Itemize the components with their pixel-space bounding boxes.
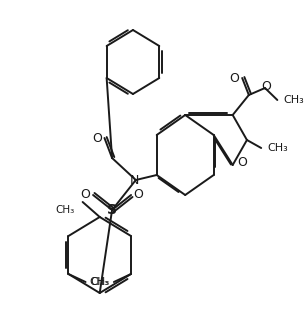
Text: CH₃: CH₃ xyxy=(91,277,110,287)
Text: O: O xyxy=(92,132,102,144)
Text: O: O xyxy=(237,156,247,169)
Text: O: O xyxy=(261,80,271,93)
Text: CH₃: CH₃ xyxy=(89,277,109,287)
Text: S: S xyxy=(107,203,117,217)
Text: N: N xyxy=(130,174,140,186)
Text: CH₃: CH₃ xyxy=(267,143,288,153)
Text: CH₃: CH₃ xyxy=(56,205,75,215)
Text: O: O xyxy=(230,72,239,85)
Text: O: O xyxy=(134,189,144,202)
Text: O: O xyxy=(81,189,90,202)
Text: CH₃: CH₃ xyxy=(283,95,304,105)
